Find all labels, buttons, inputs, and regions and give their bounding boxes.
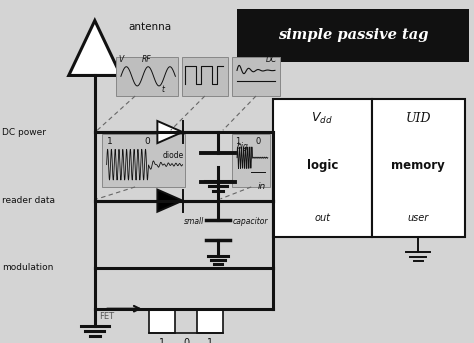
Text: t: t [161,85,164,94]
Text: DC: DC [265,55,277,64]
Text: 1: 1 [235,137,240,146]
Bar [372,99,465,237]
Text: 0: 0 [183,338,189,343]
Text: 1: 1 [207,338,213,343]
Bar [197,309,223,333]
Text: 1: 1 [159,338,165,343]
Bar [232,57,280,96]
Text: $V_{dd}$: $V_{dd}$ [311,111,333,126]
Text: UID: UID [406,112,431,125]
Text: RF: RF [142,55,152,64]
Bar [116,57,178,96]
Text: in: in [257,182,265,191]
Text: diode: diode [163,151,183,160]
Text: 0: 0 [256,137,261,146]
Polygon shape [157,190,182,212]
Text: capacitor: capacitor [232,217,268,226]
Text: out: out [314,213,330,223]
Bar [102,134,185,187]
Text: V: V [118,55,124,64]
Text: user: user [408,213,429,223]
Text: memory: memory [392,159,445,172]
Text: FET: FET [100,312,115,321]
Text: reader data: reader data [2,196,55,205]
Text: small: small [183,217,204,226]
Text: DC power: DC power [2,128,46,137]
Polygon shape [157,121,182,143]
Polygon shape [69,21,121,75]
Bar [182,57,228,96]
Bar [237,9,469,62]
Bar [232,134,270,187]
Text: 0: 0 [145,137,150,146]
Text: simple passive tag: simple passive tag [278,28,428,42]
Bar [149,309,175,333]
Text: 1: 1 [107,137,112,146]
Text: modulation: modulation [2,263,54,272]
Bar [273,99,372,237]
Text: logic: logic [307,159,338,172]
Text: antenna: antenna [128,22,171,32]
Text: big: big [237,142,249,151]
